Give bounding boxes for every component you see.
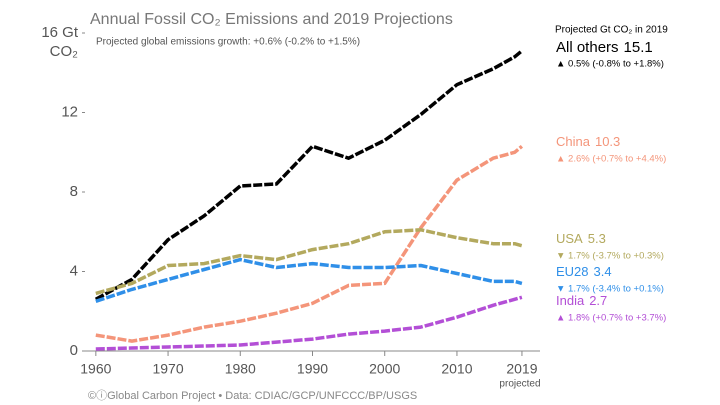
x-tick-label: 1990 (297, 361, 328, 377)
x-tick-label: 2019 (506, 361, 537, 377)
series-growth: ▼ 1.7% (-3.4% to +0.1%) (556, 284, 664, 295)
series-name: India (556, 293, 585, 308)
chart-title: Annual Fossil CO₂ Emissions and 2019 Pro… (90, 11, 453, 28)
series-line (95, 228, 523, 296)
projection-value: 3.4 (594, 264, 612, 279)
y-unit: CO₂ (50, 43, 79, 60)
x-tick-label: 1960 (80, 361, 111, 377)
series-name: USA (556, 231, 583, 246)
series-growth: ▼ 1.7% (-3.7% to +0.3%) (556, 251, 664, 262)
series-label: India 2.7 (556, 293, 607, 308)
series-line (95, 257, 523, 303)
y-tick-label: 0 (70, 342, 78, 359)
projection-value: 2.7 (589, 293, 607, 308)
series-line (95, 144, 524, 343)
series-label: USA 5.3 (556, 231, 606, 246)
footer: ©ⓘGlobal Carbon Project • Data: CDIAC/GC… (88, 389, 417, 402)
legend-title: Projected Gt CO₂ in 2019 (555, 25, 668, 36)
x-tick-label: 2010 (441, 361, 472, 377)
chart-subtitle: Projected global emissions growth: +0.6%… (96, 37, 360, 48)
series-name: All others (556, 39, 619, 56)
series-label: All others 15.1 (556, 39, 653, 56)
series-name: China (556, 134, 591, 149)
projection-value: 5.3 (588, 231, 606, 246)
series-name: EU28 (556, 264, 589, 279)
series-growth: ▲ 0.5% (-0.8% to +1.8%) (556, 59, 664, 70)
y-tick-label: 12 (61, 103, 78, 120)
y-tick-label: 4 (70, 262, 78, 279)
projection-value: 10.3 (595, 134, 620, 149)
series-line (94, 49, 524, 301)
x-tick-label: 2000 (369, 361, 400, 377)
series-growth: ▲ 2.6% (+0.7% to +4.4%) (556, 154, 666, 165)
y-tick-label: 16 Gt (41, 24, 79, 41)
series-label: EU28 3.4 (556, 264, 612, 279)
x-tick-label: 1970 (152, 361, 183, 377)
y-tick-label: 8 (70, 183, 78, 200)
x-note: projected (499, 379, 540, 390)
x-tick-label: 1980 (225, 361, 256, 377)
series-line (95, 295, 523, 351)
series-growth: ▲ 1.8% (+0.7% to +3.7%) (556, 313, 666, 324)
projection-value: 15.1 (624, 39, 653, 56)
series-label: China 10.3 (556, 134, 620, 149)
